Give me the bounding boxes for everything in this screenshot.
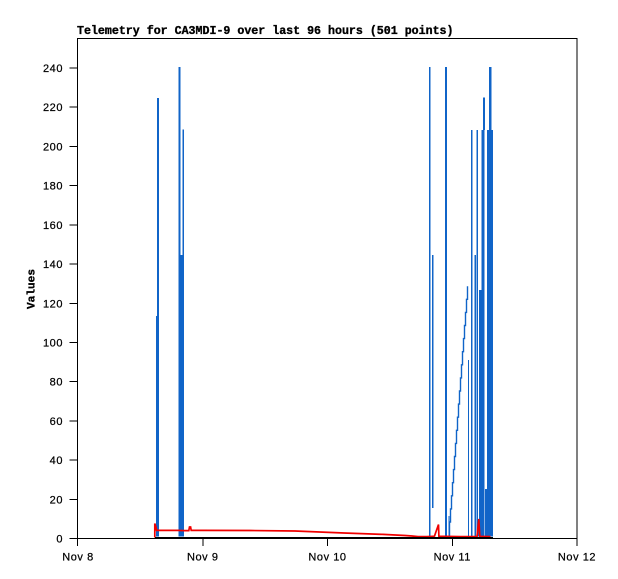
svg-text:Nov 8: Nov 8 [62, 552, 94, 564]
svg-text:180: 180 [43, 181, 63, 193]
svg-text:40: 40 [50, 455, 63, 467]
svg-text:140: 140 [43, 259, 63, 271]
svg-text:Nov 9: Nov 9 [187, 552, 219, 564]
svg-text:Nov 10: Nov 10 [308, 552, 346, 564]
svg-text:20: 20 [50, 494, 63, 506]
svg-text:Telemetry for CA3MDI-9 over la: Telemetry for CA3MDI-9 over last 96 hour… [77, 25, 453, 38]
svg-text:240: 240 [43, 63, 63, 75]
svg-text:Nov 11: Nov 11 [434, 552, 471, 564]
svg-text:Nov 12: Nov 12 [558, 552, 596, 564]
svg-text:60: 60 [50, 416, 63, 428]
svg-text:220: 220 [43, 102, 63, 114]
svg-text:100: 100 [43, 338, 63, 350]
svg-text:0: 0 [56, 534, 63, 546]
svg-text:Values: Values [27, 269, 39, 309]
svg-text:120: 120 [43, 298, 63, 310]
svg-text:160: 160 [43, 220, 63, 232]
svg-text:80: 80 [50, 377, 63, 389]
svg-text:200: 200 [43, 141, 63, 153]
